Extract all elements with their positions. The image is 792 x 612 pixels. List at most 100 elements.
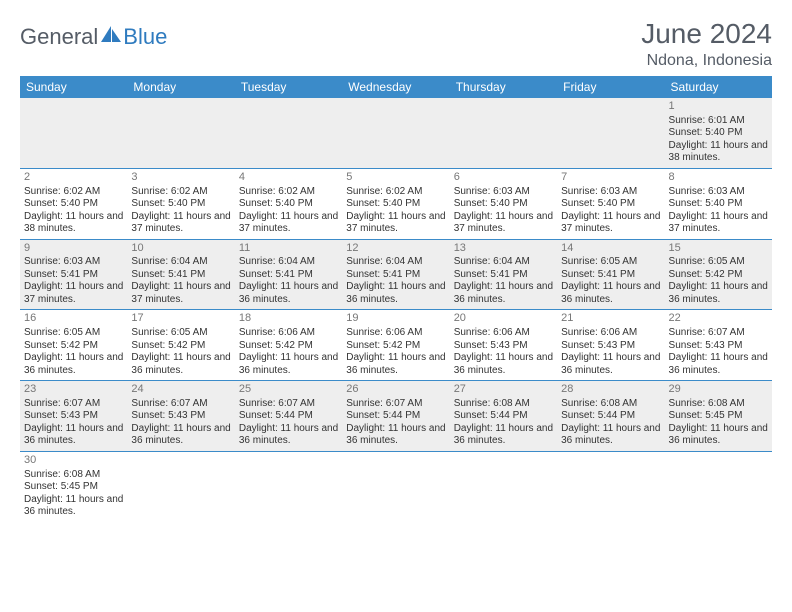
daylight-line: Daylight: 11 hours and 38 minutes. — [669, 140, 768, 165]
day-number: 21 — [561, 312, 660, 326]
daylight-line: Daylight: 11 hours and 36 minutes. — [24, 423, 123, 448]
sunset-line: Sunset: 5:42 PM — [239, 340, 338, 353]
day-number: 27 — [454, 383, 553, 397]
daylight-line: Daylight: 11 hours and 36 minutes. — [346, 423, 445, 448]
sunset-line: Sunset: 5:40 PM — [24, 198, 123, 211]
day-number: 14 — [561, 242, 660, 256]
day-number: 24 — [131, 383, 230, 397]
day-cell: 29Sunrise: 6:08 AMSunset: 5:45 PMDayligh… — [665, 381, 772, 451]
day-cell: 16Sunrise: 6:05 AMSunset: 5:42 PMDayligh… — [20, 310, 127, 380]
sunset-line: Sunset: 5:44 PM — [346, 410, 445, 423]
weekday-header: Friday — [557, 76, 664, 98]
weekday-header: Monday — [127, 76, 234, 98]
logo-text-general: General — [20, 24, 98, 50]
header: General Blue June 2024 Ndona, Indonesia — [20, 18, 772, 70]
day-number: 30 — [24, 454, 123, 468]
day-cell: 8Sunrise: 6:03 AMSunset: 5:40 PMDaylight… — [665, 169, 772, 239]
day-number: 8 — [669, 171, 768, 185]
sunrise-line: Sunrise: 6:08 AM — [669, 398, 768, 411]
day-cell: 9Sunrise: 6:03 AMSunset: 5:41 PMDaylight… — [20, 240, 127, 310]
day-number: 17 — [131, 312, 230, 326]
daylight-line: Daylight: 11 hours and 38 minutes. — [24, 211, 123, 236]
sunset-line: Sunset: 5:40 PM — [454, 198, 553, 211]
day-number: 3 — [131, 171, 230, 185]
sunset-line: Sunset: 5:43 PM — [454, 340, 553, 353]
logo: General Blue — [20, 18, 167, 50]
day-number: 16 — [24, 312, 123, 326]
day-number: 18 — [239, 312, 338, 326]
day-cell: 5Sunrise: 6:02 AMSunset: 5:40 PMDaylight… — [342, 169, 449, 239]
sunrise-line: Sunrise: 6:05 AM — [669, 256, 768, 269]
daylight-line: Daylight: 11 hours and 36 minutes. — [239, 352, 338, 377]
daylight-line: Daylight: 11 hours and 36 minutes. — [239, 423, 338, 448]
day-cell: 17Sunrise: 6:05 AMSunset: 5:42 PMDayligh… — [127, 310, 234, 380]
daylight-line: Daylight: 11 hours and 37 minutes. — [131, 211, 230, 236]
weekday-header-row: SundayMondayTuesdayWednesdayThursdayFrid… — [20, 76, 772, 98]
day-cell: 12Sunrise: 6:04 AMSunset: 5:41 PMDayligh… — [342, 240, 449, 310]
logo-text-blue: Blue — [123, 24, 167, 50]
sunset-line: Sunset: 5:40 PM — [669, 127, 768, 140]
day-cell: 28Sunrise: 6:08 AMSunset: 5:44 PMDayligh… — [557, 381, 664, 451]
sunset-line: Sunset: 5:41 PM — [454, 269, 553, 282]
daylight-line: Daylight: 11 hours and 36 minutes. — [454, 281, 553, 306]
day-cell: 13Sunrise: 6:04 AMSunset: 5:41 PMDayligh… — [450, 240, 557, 310]
day-cell: 20Sunrise: 6:06 AMSunset: 5:43 PMDayligh… — [450, 310, 557, 380]
sunrise-line: Sunrise: 6:06 AM — [561, 327, 660, 340]
sunrise-line: Sunrise: 6:03 AM — [561, 186, 660, 199]
weekday-header: Wednesday — [342, 76, 449, 98]
daylight-line: Daylight: 11 hours and 36 minutes. — [669, 281, 768, 306]
empty-cell — [127, 452, 234, 522]
day-cell: 18Sunrise: 6:06 AMSunset: 5:42 PMDayligh… — [235, 310, 342, 380]
day-cell: 14Sunrise: 6:05 AMSunset: 5:41 PMDayligh… — [557, 240, 664, 310]
empty-cell — [557, 452, 664, 522]
daylight-line: Daylight: 11 hours and 37 minutes. — [346, 211, 445, 236]
sunrise-line: Sunrise: 6:06 AM — [454, 327, 553, 340]
calendar-row: 2Sunrise: 6:02 AMSunset: 5:40 PMDaylight… — [20, 169, 772, 240]
sunrise-line: Sunrise: 6:03 AM — [24, 256, 123, 269]
calendar-row: 16Sunrise: 6:05 AMSunset: 5:42 PMDayligh… — [20, 310, 772, 381]
calendar-rows: 1Sunrise: 6:01 AMSunset: 5:40 PMDaylight… — [20, 98, 772, 522]
day-number: 6 — [454, 171, 553, 185]
day-number: 20 — [454, 312, 553, 326]
empty-cell — [20, 98, 127, 168]
daylight-line: Daylight: 11 hours and 36 minutes. — [24, 494, 123, 519]
sunrise-line: Sunrise: 6:07 AM — [131, 398, 230, 411]
day-cell: 4Sunrise: 6:02 AMSunset: 5:40 PMDaylight… — [235, 169, 342, 239]
daylight-line: Daylight: 11 hours and 36 minutes. — [131, 352, 230, 377]
sunset-line: Sunset: 5:40 PM — [131, 198, 230, 211]
daylight-line: Daylight: 11 hours and 37 minutes. — [454, 211, 553, 236]
sunset-line: Sunset: 5:45 PM — [24, 481, 123, 494]
sunrise-line: Sunrise: 6:02 AM — [24, 186, 123, 199]
sunset-line: Sunset: 5:41 PM — [561, 269, 660, 282]
day-cell: 22Sunrise: 6:07 AMSunset: 5:43 PMDayligh… — [665, 310, 772, 380]
sail-icon — [101, 26, 123, 44]
day-number: 7 — [561, 171, 660, 185]
daylight-line: Daylight: 11 hours and 36 minutes. — [346, 352, 445, 377]
sunset-line: Sunset: 5:41 PM — [239, 269, 338, 282]
day-cell: 7Sunrise: 6:03 AMSunset: 5:40 PMDaylight… — [557, 169, 664, 239]
sunrise-line: Sunrise: 6:01 AM — [669, 115, 768, 128]
daylight-line: Daylight: 11 hours and 37 minutes. — [561, 211, 660, 236]
day-number: 5 — [346, 171, 445, 185]
daylight-line: Daylight: 11 hours and 36 minutes. — [669, 423, 768, 448]
day-number: 26 — [346, 383, 445, 397]
day-cell: 24Sunrise: 6:07 AMSunset: 5:43 PMDayligh… — [127, 381, 234, 451]
title-block: June 2024 Ndona, Indonesia — [641, 18, 772, 70]
sunrise-line: Sunrise: 6:08 AM — [24, 469, 123, 482]
day-number: 10 — [131, 242, 230, 256]
day-cell: 19Sunrise: 6:06 AMSunset: 5:42 PMDayligh… — [342, 310, 449, 380]
sunset-line: Sunset: 5:42 PM — [346, 340, 445, 353]
day-cell: 25Sunrise: 6:07 AMSunset: 5:44 PMDayligh… — [235, 381, 342, 451]
day-cell: 1Sunrise: 6:01 AMSunset: 5:40 PMDaylight… — [665, 98, 772, 168]
day-number: 25 — [239, 383, 338, 397]
daylight-line: Daylight: 11 hours and 36 minutes. — [131, 423, 230, 448]
day-number: 11 — [239, 242, 338, 256]
sunset-line: Sunset: 5:43 PM — [24, 410, 123, 423]
day-number: 28 — [561, 383, 660, 397]
empty-cell — [235, 98, 342, 168]
sunrise-line: Sunrise: 6:05 AM — [561, 256, 660, 269]
empty-cell — [127, 98, 234, 168]
sunrise-line: Sunrise: 6:03 AM — [454, 186, 553, 199]
empty-cell — [450, 98, 557, 168]
day-number: 9 — [24, 242, 123, 256]
